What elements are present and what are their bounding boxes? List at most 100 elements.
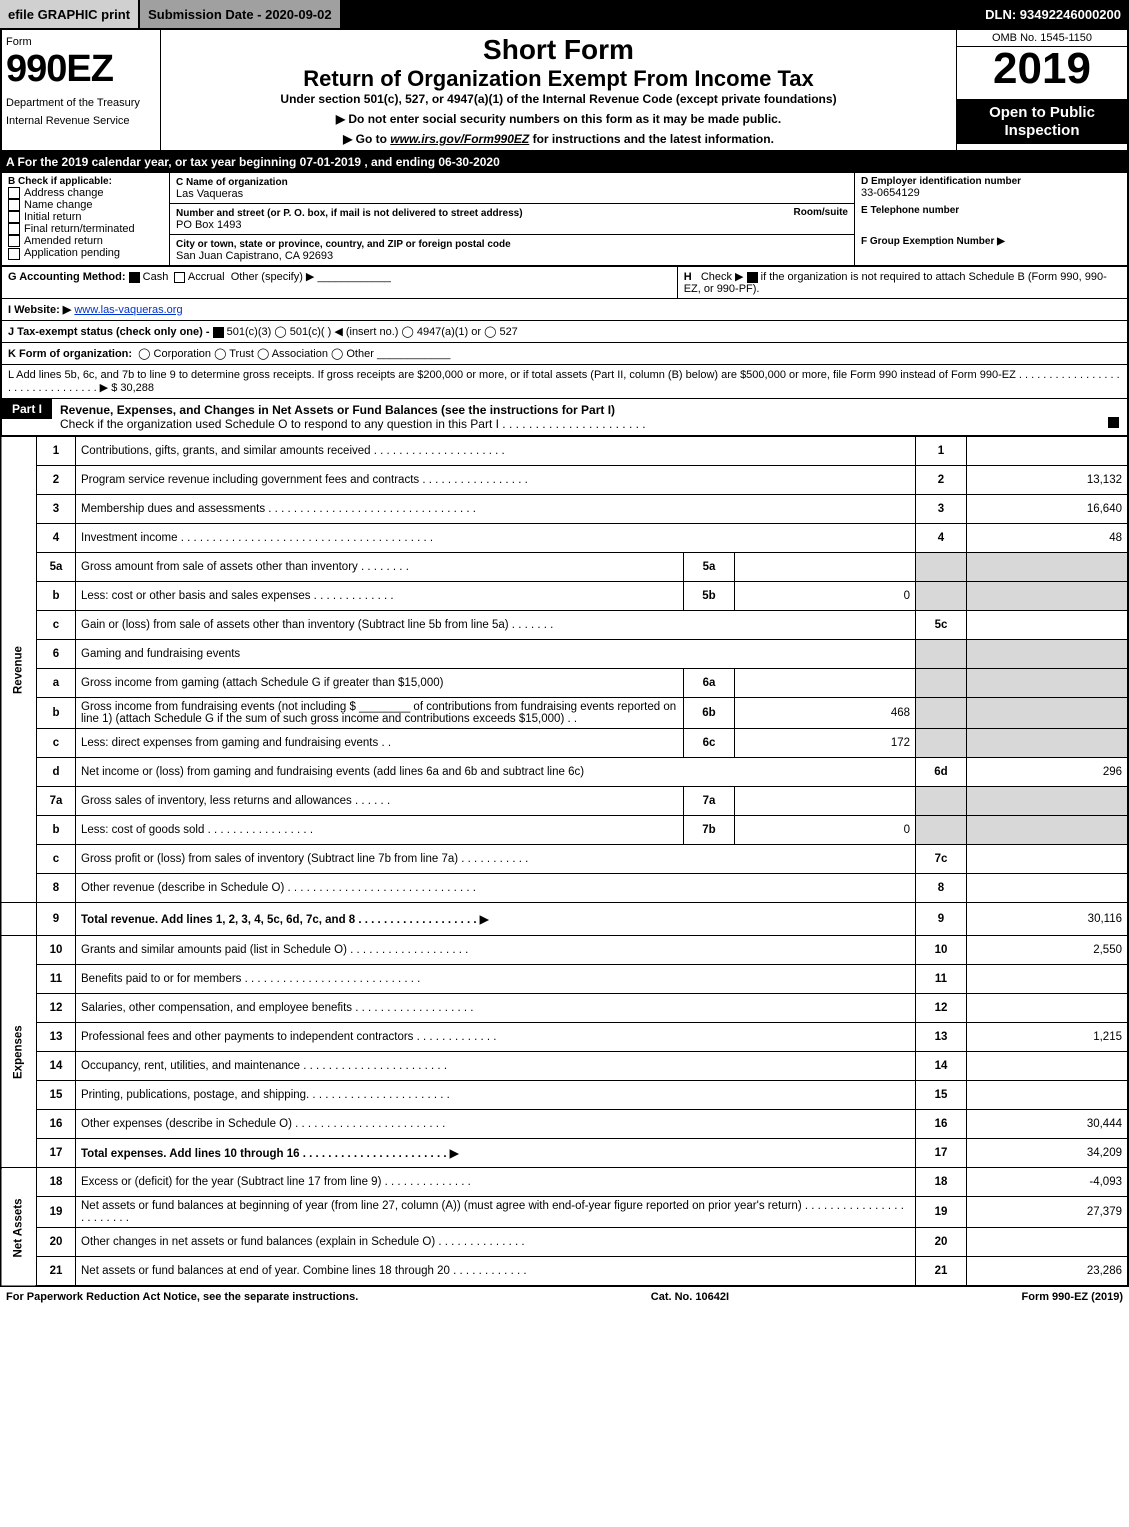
check-initial-return[interactable]: Initial return [8, 211, 163, 223]
line-5a-inum: 5a [684, 553, 735, 582]
line-7c-desc: Gross profit or (loss) from sales of inv… [76, 845, 916, 874]
line-15-num: 15 [37, 1081, 76, 1110]
form-header: Form 990EZ Department of the Treasury In… [0, 28, 1129, 152]
line-6a-ival [735, 669, 916, 698]
line-17-desc: Total expenses. Add lines 10 through 16 … [76, 1139, 916, 1168]
efile-print-button[interactable]: efile GRAPHIC print [0, 0, 140, 28]
g-label: G Accounting Method: [8, 271, 126, 283]
line-18-num: 18 [37, 1168, 76, 1197]
g-h-grid: G Accounting Method: Cash Accrual Other … [0, 266, 1129, 299]
irs-link[interactable]: www.irs.gov/Form990EZ [390, 132, 529, 146]
line-5a-num: 5a [37, 553, 76, 582]
line-9-val: 30,116 [967, 903, 1129, 936]
check-amended-return[interactable]: Amended return [8, 235, 163, 247]
line-5b-rshade [916, 582, 967, 611]
check-application-pending[interactable]: Application pending [8, 247, 163, 259]
line-12-desc: Salaries, other compensation, and employ… [76, 994, 916, 1023]
e-label: E Telephone number [861, 205, 1121, 216]
check-final-return[interactable]: Final return/terminated [8, 223, 163, 235]
line-6d-desc: Net income or (loss) from gaming and fun… [76, 758, 916, 787]
city-value: San Juan Capistrano, CA 92693 [176, 250, 333, 262]
line-7b-rshade [916, 816, 967, 845]
g-other-label: Other (specify) ▶ [231, 271, 315, 283]
main-title: Return of Organization Exempt From Incom… [165, 66, 952, 92]
room-label: Room/suite [794, 207, 848, 218]
footer-left: For Paperwork Reduction Act Notice, see … [6, 1291, 358, 1303]
line-14-num: 14 [37, 1052, 76, 1081]
line-11-num: 11 [37, 965, 76, 994]
j-501c3-check[interactable] [213, 327, 224, 338]
line-19-desc: Net assets or fund balances at beginning… [76, 1197, 916, 1228]
line-6b-num: b [37, 698, 76, 729]
c-label: C Name of organization [176, 177, 288, 188]
line-14-val [967, 1052, 1129, 1081]
g-accrual-label: Accrual [188, 271, 225, 283]
city-label: City or town, state or province, country… [176, 239, 511, 250]
right-info-cell: D Employer identification number 33-0654… [855, 173, 1129, 266]
line-19-val: 27,379 [967, 1197, 1129, 1228]
revenue-side-end [1, 903, 37, 936]
net-assets-side-label: Net Assets [1, 1168, 37, 1287]
g-cash-check[interactable] [129, 272, 140, 283]
b-check-label: B Check if applicable: [8, 176, 163, 187]
j-row: J Tax-exempt status (check only one) - 5… [0, 321, 1129, 343]
part1-label: Part I [2, 399, 52, 419]
submission-date: Submission Date - 2020-09-02 [140, 0, 342, 28]
d-label: D Employer identification number [861, 176, 1121, 187]
k-options: ◯ Corporation ◯ Trust ◯ Association ◯ Ot… [138, 348, 374, 360]
line-5a-ival [735, 553, 916, 582]
line-5a-desc: Gross amount from sale of assets other t… [76, 553, 684, 582]
line-10-rnum: 10 [916, 936, 967, 965]
h-checkbox[interactable] [747, 272, 758, 283]
h-check-text: Check ▶ [701, 271, 744, 283]
line-20-desc: Other changes in net assets or fund bala… [76, 1228, 916, 1257]
line-7a-ashade [967, 787, 1129, 816]
k-row: K Form of organization: ◯ Corporation ◯ … [0, 343, 1129, 365]
line-12-num: 12 [37, 994, 76, 1023]
g-cash-label: Cash [143, 271, 169, 283]
g-row: G Accounting Method: Cash Accrual Other … [1, 267, 677, 299]
line-6d-rnum: 6d [916, 758, 967, 787]
l-text: L Add lines 5b, 6c, and 7b to line 9 to … [8, 369, 1120, 394]
title-cell: Short Form Return of Organization Exempt… [161, 29, 957, 151]
website-link[interactable]: www.las-vaqueras.org [74, 304, 182, 316]
line-11-rnum: 11 [916, 965, 967, 994]
footer-right: Form 990-EZ (2019) [1022, 1291, 1123, 1303]
i-row: I Website: ▶ www.las-vaqueras.org [0, 299, 1129, 321]
line-10-val: 2,550 [967, 936, 1129, 965]
line-20-val [967, 1228, 1129, 1257]
line-5a-ashade [967, 553, 1129, 582]
l-row: L Add lines 5b, 6c, and 7b to line 9 to … [0, 365, 1129, 399]
street-value: PO Box 1493 [176, 219, 241, 231]
subtitle: Under section 501(c), 527, or 4947(a)(1)… [165, 92, 952, 106]
line-8-desc: Other revenue (describe in Schedule O) .… [76, 874, 916, 903]
part1-schedule-o-check[interactable] [1108, 417, 1119, 428]
line-7a-ival [735, 787, 916, 816]
line-13-desc: Professional fees and other payments to … [76, 1023, 916, 1052]
line-11-val [967, 965, 1129, 994]
line-6c-rshade [916, 729, 967, 758]
line-3-desc: Membership dues and assessments . . . . … [76, 495, 916, 524]
line-6c-inum: 6c [684, 729, 735, 758]
line-6b-inum: 6b [684, 698, 735, 729]
line-8-num: 8 [37, 874, 76, 903]
j-label: J Tax-exempt status (check only one) - [8, 326, 210, 338]
line-7b-ashade [967, 816, 1129, 845]
line-6a-inum: 6a [684, 669, 735, 698]
line-6b-ashade [967, 698, 1129, 729]
g-accrual-check[interactable] [174, 272, 185, 283]
check-address-change[interactable]: Address change [8, 187, 163, 199]
line-7c-val [967, 845, 1129, 874]
expenses-side-label: Expenses [1, 936, 37, 1168]
check-name-change[interactable]: Name change [8, 199, 163, 211]
form-number: 990EZ [6, 48, 113, 90]
year-cell: OMB No. 1545-1150 2019 [957, 29, 1129, 100]
line-11-desc: Benefits paid to or for members . . . . … [76, 965, 916, 994]
line-table: Revenue 1 Contributions, gifts, grants, … [0, 436, 1129, 1287]
line-5b-inum: 5b [684, 582, 735, 611]
line-8-rnum: 8 [916, 874, 967, 903]
org-name: Las Vaqueras [176, 188, 243, 200]
line-16-val: 30,444 [967, 1110, 1129, 1139]
k-label: K Form of organization: [8, 348, 132, 360]
line-1-desc: Contributions, gifts, grants, and simila… [76, 437, 916, 466]
